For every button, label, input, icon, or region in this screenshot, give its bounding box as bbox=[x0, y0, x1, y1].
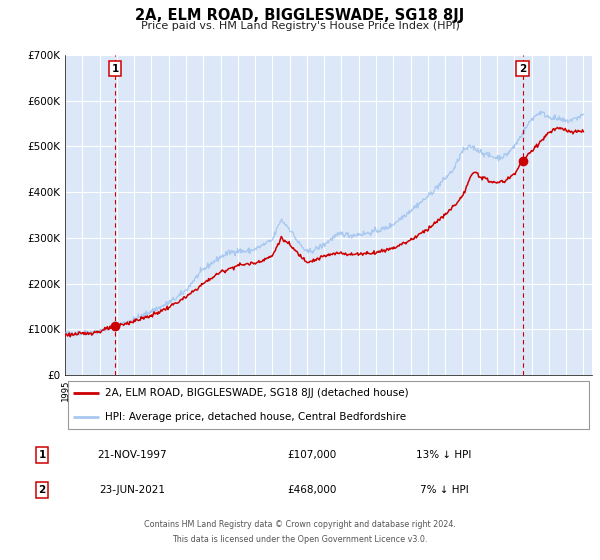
Text: 7% ↓ HPI: 7% ↓ HPI bbox=[419, 485, 469, 495]
Text: 1: 1 bbox=[38, 450, 46, 460]
Text: 2: 2 bbox=[519, 64, 526, 74]
Text: 2: 2 bbox=[38, 485, 46, 495]
Text: Price paid vs. HM Land Registry's House Price Index (HPI): Price paid vs. HM Land Registry's House … bbox=[140, 21, 460, 31]
Text: 2A, ELM ROAD, BIGGLESWADE, SG18 8JJ (detached house): 2A, ELM ROAD, BIGGLESWADE, SG18 8JJ (det… bbox=[104, 388, 408, 398]
Text: Contains HM Land Registry data © Crown copyright and database right 2024.: Contains HM Land Registry data © Crown c… bbox=[144, 520, 456, 529]
Text: 13% ↓ HPI: 13% ↓ HPI bbox=[416, 450, 472, 460]
Text: £107,000: £107,000 bbox=[287, 450, 337, 460]
FancyBboxPatch shape bbox=[68, 381, 589, 430]
Text: HPI: Average price, detached house, Central Bedfordshire: HPI: Average price, detached house, Cent… bbox=[104, 412, 406, 422]
Text: 23-JUN-2021: 23-JUN-2021 bbox=[99, 485, 165, 495]
Text: This data is licensed under the Open Government Licence v3.0.: This data is licensed under the Open Gov… bbox=[172, 535, 428, 544]
Text: 2A, ELM ROAD, BIGGLESWADE, SG18 8JJ: 2A, ELM ROAD, BIGGLESWADE, SG18 8JJ bbox=[136, 8, 464, 24]
Text: 21-NOV-1997: 21-NOV-1997 bbox=[97, 450, 167, 460]
Text: 1: 1 bbox=[112, 64, 119, 74]
Text: £468,000: £468,000 bbox=[287, 485, 337, 495]
